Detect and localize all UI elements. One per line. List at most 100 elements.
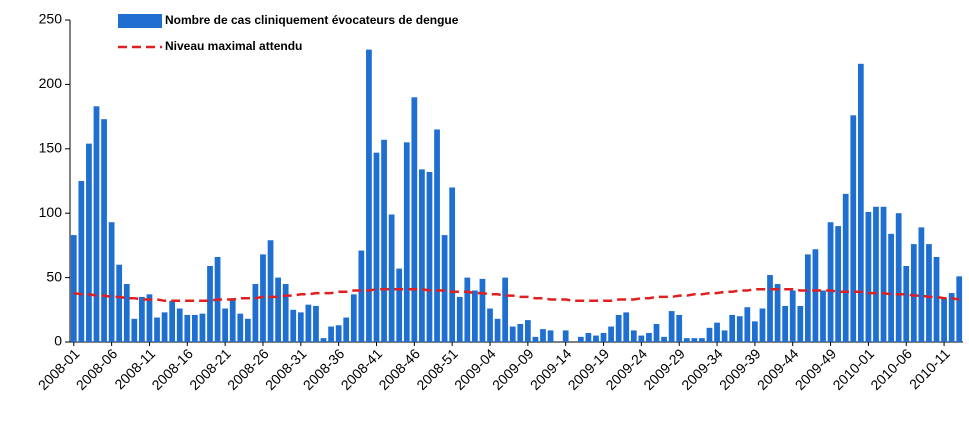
- bar: [411, 97, 418, 342]
- bar: [146, 294, 153, 342]
- bar: [260, 254, 266, 342]
- bar: [926, 244, 932, 342]
- bar: [767, 275, 773, 342]
- bar: [509, 326, 516, 342]
- bar: [630, 330, 637, 342]
- bar: [540, 329, 546, 342]
- bar: [366, 49, 372, 343]
- bar: [343, 317, 350, 342]
- threshold-line: [73, 287, 960, 303]
- bar: [532, 336, 539, 342]
- bar: [933, 256, 940, 342]
- bar: [116, 264, 123, 342]
- bar: [547, 330, 554, 342]
- bar: [941, 298, 947, 342]
- bar: [403, 142, 410, 342]
- bar: [131, 318, 138, 342]
- bar: [661, 336, 667, 342]
- bar: [789, 290, 796, 342]
- bar: [78, 181, 85, 342]
- bar: [313, 305, 319, 342]
- bar: [434, 129, 440, 342]
- y-tick-label: 250: [39, 11, 63, 27]
- bar: [744, 307, 751, 342]
- bar: [782, 305, 789, 342]
- y-tick-label: 150: [39, 140, 63, 156]
- bar: [472, 290, 478, 342]
- bar: [797, 305, 804, 342]
- bar: [562, 330, 569, 342]
- bar: [305, 304, 312, 342]
- legend-label: Niveau maximal attendu: [165, 39, 302, 53]
- y-tick-label: 50: [46, 268, 62, 284]
- bar: [699, 338, 705, 342]
- bar: [910, 244, 917, 342]
- bar: [918, 227, 925, 342]
- bar: [358, 250, 365, 342]
- bar: [857, 63, 864, 343]
- bar: [419, 169, 425, 342]
- bar: [683, 338, 690, 342]
- bar: [842, 193, 849, 342]
- bar: [850, 115, 857, 342]
- bar: [736, 316, 743, 342]
- bar: [820, 290, 826, 342]
- bar: [267, 240, 274, 342]
- bar: [139, 296, 145, 342]
- bar: [895, 213, 902, 342]
- bar: [184, 314, 191, 342]
- bar: [169, 300, 176, 342]
- bar: [191, 314, 198, 342]
- bar: [381, 139, 387, 342]
- bar: [373, 152, 380, 342]
- y-tick-label: 100: [39, 204, 63, 220]
- bar: [502, 277, 509, 342]
- y-tick-label: 0: [54, 333, 62, 349]
- bar: [93, 106, 100, 343]
- bar: [426, 171, 433, 342]
- bar: [835, 226, 842, 342]
- bar: [297, 312, 304, 342]
- bar: [456, 296, 463, 342]
- x-tick-label: 2008-06: [73, 345, 121, 393]
- bar: [487, 308, 493, 342]
- bar: [252, 284, 259, 342]
- legend-label: Nombre de cas cliniquement évocateurs de…: [165, 13, 459, 27]
- bar: [229, 298, 236, 342]
- bar: [714, 322, 720, 342]
- bar: [101, 119, 107, 343]
- bar: [956, 276, 963, 342]
- bar: [328, 326, 334, 342]
- bar: [668, 311, 675, 342]
- y-tick-label: 200: [39, 75, 63, 91]
- bar: [70, 235, 77, 342]
- bar: [721, 330, 728, 342]
- bar: [524, 320, 531, 342]
- bar: [199, 313, 206, 342]
- bar: [517, 323, 524, 342]
- bar: [615, 314, 622, 342]
- bar: [948, 293, 955, 342]
- bar: [494, 318, 501, 342]
- bar: [290, 309, 297, 342]
- bar: [827, 222, 834, 342]
- bar: [244, 318, 251, 342]
- bar: [638, 335, 645, 342]
- legend-swatch: [118, 14, 162, 28]
- bar: [646, 332, 652, 342]
- bar: [676, 314, 683, 342]
- bar: [396, 268, 403, 342]
- bar: [335, 325, 342, 342]
- bar: [691, 338, 698, 342]
- bar: [350, 294, 357, 342]
- bar: [623, 312, 630, 342]
- bar: [804, 254, 811, 342]
- bar: [752, 321, 758, 342]
- bar: [585, 332, 592, 342]
- bar: [812, 249, 819, 342]
- bar: [388, 214, 395, 342]
- bar: [880, 206, 887, 342]
- bar: [449, 187, 456, 342]
- bar: [873, 206, 879, 342]
